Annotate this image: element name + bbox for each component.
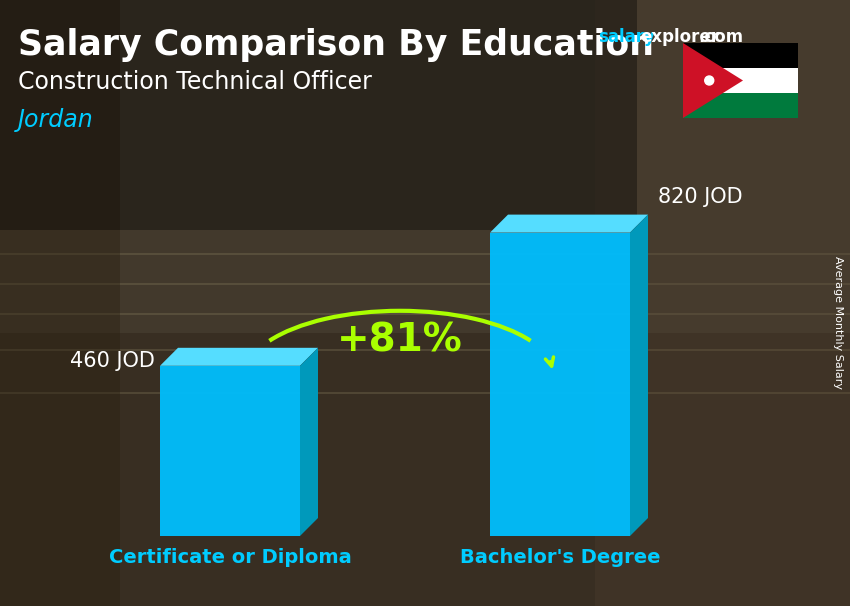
Bar [0,333,850,606]
Circle shape [705,76,714,85]
Polygon shape [630,215,648,536]
Bar [0,350,850,351]
Bar [0,0,850,333]
Bar [683,68,798,93]
Bar [0,0,638,230]
Text: Certificate or Diploma: Certificate or Diploma [109,548,351,567]
Polygon shape [683,43,743,118]
Polygon shape [300,348,318,536]
Text: +81%: +81% [337,321,463,359]
Bar [0,392,850,394]
Text: 460 JOD: 460 JOD [70,351,155,371]
Polygon shape [490,215,648,233]
Polygon shape [160,348,318,366]
Bar [0,313,850,315]
Bar [0,253,850,255]
Text: Bachelor's Degree: Bachelor's Degree [460,548,660,567]
Bar [683,43,798,68]
Bar [0,0,120,606]
Bar [0,283,850,285]
Text: Average Monthly Salary: Average Monthly Salary [833,256,843,390]
Text: Salary Comparison By Education: Salary Comparison By Education [18,28,654,62]
Text: salary: salary [598,28,654,46]
Text: .com: .com [698,28,743,46]
Bar [595,0,850,606]
Bar [683,93,798,118]
Text: Jordan: Jordan [18,108,94,132]
Bar [490,233,630,536]
Bar [160,366,300,536]
Text: Construction Technical Officer: Construction Technical Officer [18,70,371,94]
Text: explorer: explorer [640,28,719,46]
Text: 820 JOD: 820 JOD [658,187,743,207]
